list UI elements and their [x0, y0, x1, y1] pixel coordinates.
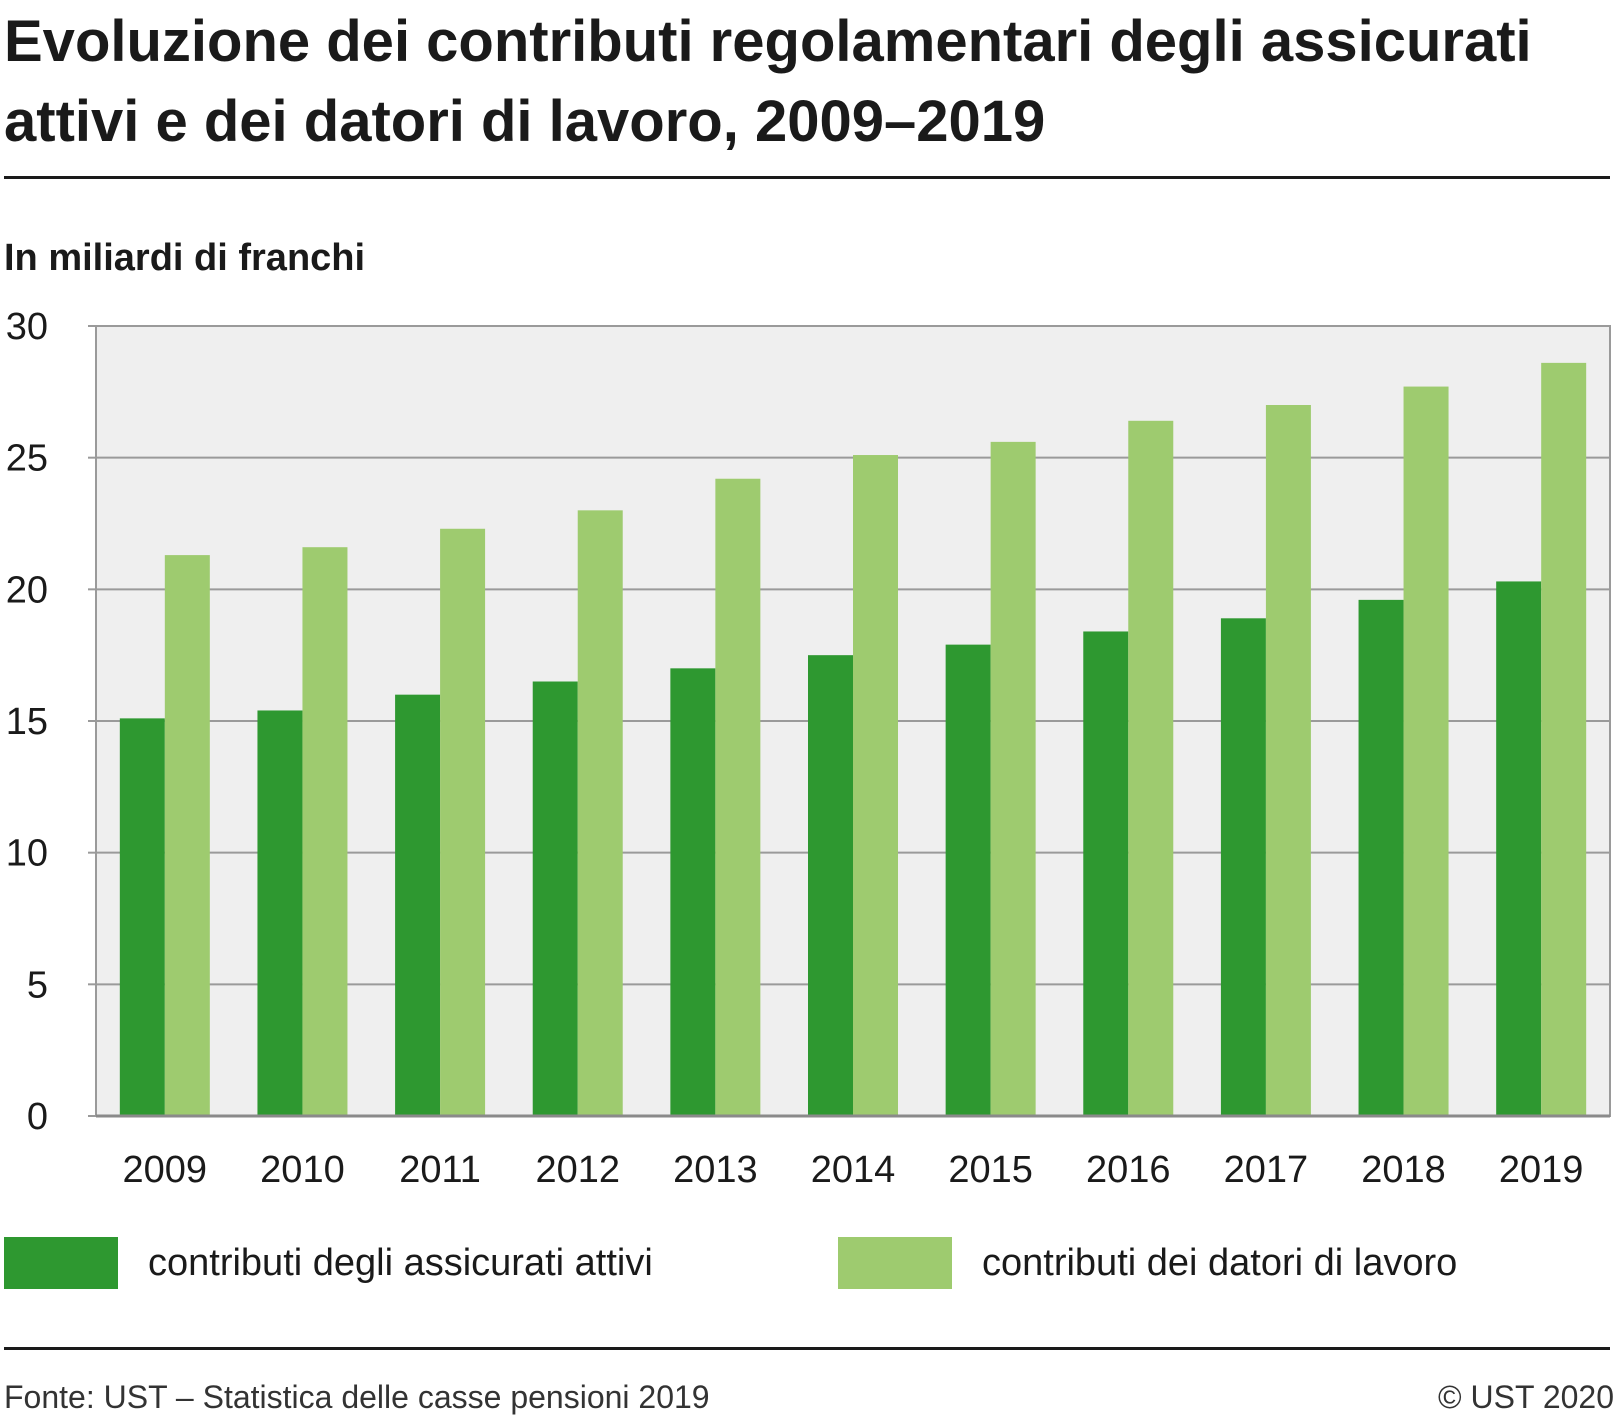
x-tick-label: 2015	[948, 1149, 1033, 1191]
x-tick-label: 2013	[673, 1149, 758, 1191]
y-tick-label: 15	[6, 701, 48, 743]
bar-series-2	[577, 510, 623, 1116]
bar-chart: 0 5 10 15 20 25 30 2009 2010 2011 2012 2013 2014 2015…	[6, 306, 1611, 1191]
x-tick-label: 2017	[1224, 1149, 1309, 1191]
x-tick-label: 2016	[1086, 1149, 1171, 1191]
legend-label-series-2: contributi dei datori di lavoro	[982, 1241, 1458, 1284]
bar-series-2	[853, 455, 898, 1116]
unit-label: In miliardi di franchi	[4, 237, 366, 279]
bar-series-2	[715, 478, 761, 1116]
bar-series-1	[808, 655, 853, 1116]
footer-divider	[4, 1347, 1610, 1350]
x-tick-label: 2009	[123, 1149, 208, 1191]
y-tick-label: 10	[6, 833, 48, 875]
bar-series-2	[164, 555, 210, 1116]
bar-series-2	[1541, 362, 1587, 1116]
x-tick-label: 2011	[399, 1149, 481, 1191]
legend-item-series-2: contributi dei datori di lavoro	[838, 1237, 1457, 1289]
bar-series-1	[1220, 618, 1266, 1116]
bar-series-1	[1083, 631, 1129, 1116]
bar-series-2	[1403, 386, 1449, 1116]
x-tick-label: 2018	[1361, 1149, 1446, 1191]
legend-label-series-1: contributi degli assicurati attivi	[148, 1241, 653, 1284]
copyright-note: © UST 2020	[1438, 1379, 1614, 1415]
bar-series-2	[440, 528, 486, 1116]
bar-series-2	[1265, 405, 1311, 1116]
bar-series-1	[1358, 599, 1404, 1116]
y-tick-label: 5	[27, 964, 48, 1006]
bar-series-1	[670, 668, 716, 1116]
bar-series-2	[1128, 420, 1174, 1116]
y-tick-label: 25	[6, 438, 48, 480]
x-tick-label: 2012	[535, 1149, 620, 1191]
bar-series-2	[990, 441, 1036, 1116]
y-tick-label: 0	[27, 1096, 48, 1138]
x-tick-label: 2019	[1499, 1149, 1584, 1191]
y-tick-label: 30	[6, 306, 48, 348]
bar-series-1	[257, 710, 303, 1116]
legend-swatch-series-2	[838, 1237, 952, 1289]
bar-series-1	[119, 718, 165, 1116]
y-tick-label: 20	[6, 569, 48, 611]
title-divider	[4, 176, 1610, 179]
source-note: Fonte: UST – Statistica delle casse pens…	[4, 1379, 710, 1415]
bar-series-1	[395, 694, 441, 1116]
x-tick-label: 2014	[811, 1149, 896, 1191]
legend-swatch-series-1	[4, 1237, 118, 1289]
bar-series-2	[302, 547, 348, 1116]
bar-series-1	[532, 681, 578, 1116]
legend-item-series-1: contributi degli assicurati attivi	[4, 1237, 653, 1289]
x-tick-label: 2010	[260, 1149, 345, 1191]
chart-title: Evoluzione dei contributi regolamentari …	[4, 9, 1532, 154]
bar-series-1	[945, 644, 991, 1116]
bar-series-1	[1496, 581, 1542, 1116]
